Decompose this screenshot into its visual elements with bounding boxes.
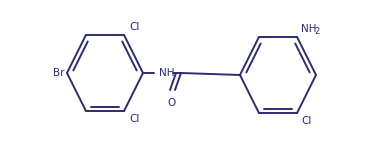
Text: Br: Br (53, 68, 64, 78)
Text: NH: NH (301, 24, 316, 34)
Text: NH: NH (159, 68, 174, 78)
Text: O: O (168, 98, 176, 108)
Text: Cl: Cl (129, 22, 139, 32)
Text: Cl: Cl (301, 116, 311, 126)
Text: Cl: Cl (129, 114, 139, 124)
Text: 2: 2 (314, 27, 319, 36)
